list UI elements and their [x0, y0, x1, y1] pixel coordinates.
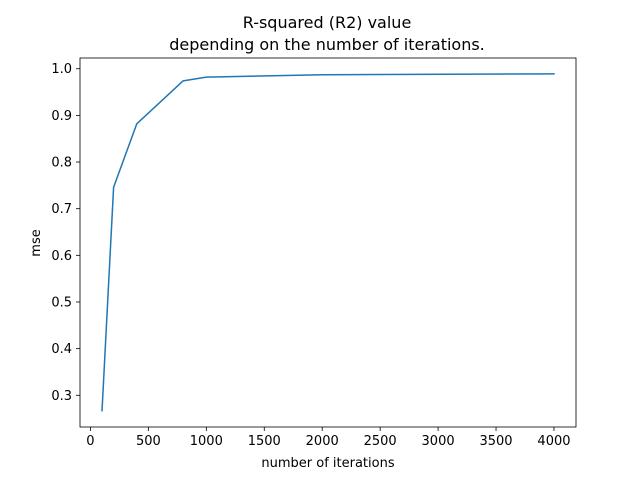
x-axis-label: number of iterations: [261, 456, 394, 471]
y-tick-label: 0.5: [51, 295, 72, 310]
x-tick-label: 2500: [364, 434, 397, 449]
plot-area: 0 500 1000 1500 2000 2500 3000 3500 4000 0.3 0.4 0.…: [51, 57, 577, 449]
x-tick-label: 3500: [479, 434, 512, 449]
x-tick-label: 2000: [306, 434, 339, 449]
x-tick-label: 500: [136, 434, 161, 449]
series-line-0: [101, 73, 555, 412]
y-tick-label: 0.8: [51, 156, 72, 171]
y-tick-label: 0.7: [51, 202, 72, 217]
chart-subtitle: depending on the number of iterations.: [169, 35, 485, 54]
x-tick-label: 3000: [422, 434, 455, 449]
y-tick-label: 0.3: [51, 389, 72, 404]
x-tick-label: 1000: [190, 434, 223, 449]
x-tick-label: 1500: [248, 434, 281, 449]
y-tick-label: 0.9: [51, 109, 72, 124]
x-tick-label: 0: [86, 434, 94, 449]
chart-title: R-squared (R2) value: [243, 13, 412, 32]
plot-frame: [79, 57, 577, 428]
y-tick-label: 1.0: [51, 62, 72, 77]
y-tick-label: 0.6: [51, 249, 72, 264]
y-tick-label: 0.4: [51, 342, 72, 357]
y-axis-label: mse: [29, 229, 44, 256]
x-tick-label: 4000: [537, 434, 570, 449]
